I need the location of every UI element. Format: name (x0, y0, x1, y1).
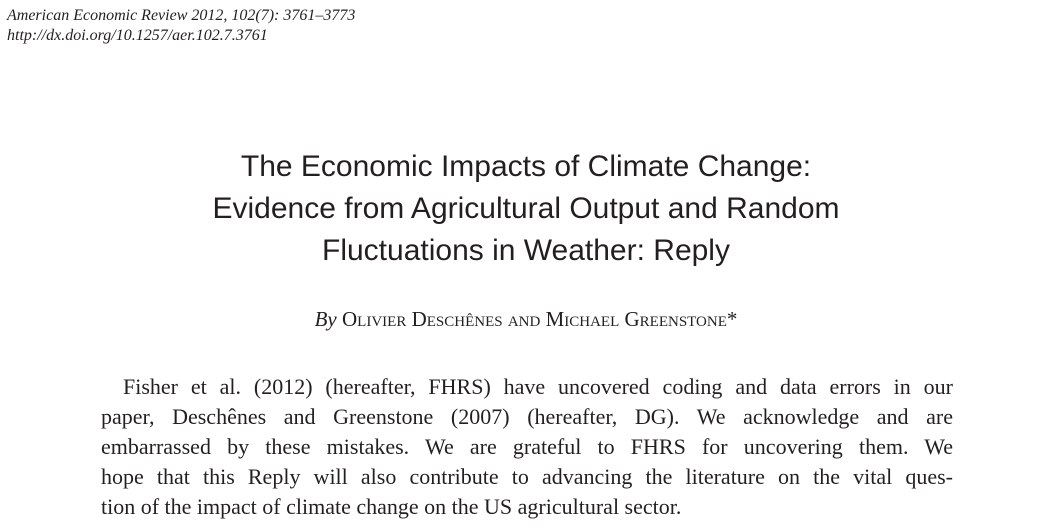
title-line-2: Evidence from Agricultural Output and Ra… (212, 192, 840, 225)
journal-citation: American Economic Review 2012, 102(7): 3… (7, 7, 356, 24)
paragraph-line-3: embarrassed by these mistakes. We are gr… (101, 434, 953, 459)
opening-paragraph: Fisher et al. (2012) (hereafter, FHRS) h… (101, 372, 953, 522)
author-names: Olivier Deschênes and Michael Greenstone (342, 307, 727, 331)
paragraph-line-5: tion of the impact of climate change on … (101, 494, 682, 519)
journal-header: American Economic Review 2012, 102(7): 3… (7, 6, 355, 46)
author-byline: By Olivier Deschênes and Michael Greenst… (0, 306, 1052, 332)
paragraph-line-4: hope that this Reply will also contribut… (101, 464, 953, 489)
paper-title: The Economic Impacts of Climate Change: … (0, 146, 1052, 272)
title-line-1: The Economic Impacts of Climate Change: (240, 150, 812, 183)
byline-by: By (314, 307, 337, 331)
doi-link[interactable]: http://dx.doi.org/10.1257/aer.102.7.3761 (7, 27, 268, 44)
paragraph-line-2: paper, Deschênes and Greenstone (2007) (… (101, 404, 953, 429)
title-line-3: Fluctuations in Weather: Reply (322, 234, 730, 267)
paragraph-line-1: Fisher et al. (2012) (hereafter, FHRS) h… (123, 374, 953, 399)
author-footnote-mark[interactable]: * (726, 307, 738, 331)
